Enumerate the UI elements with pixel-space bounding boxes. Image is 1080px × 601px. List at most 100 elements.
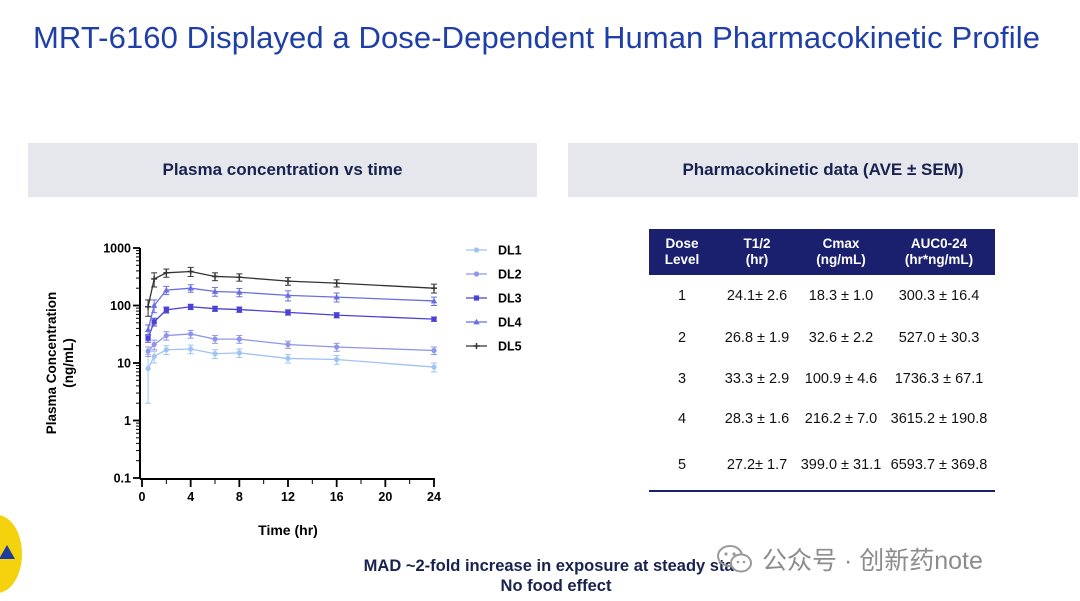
data-point bbox=[431, 364, 437, 370]
data-point bbox=[163, 269, 170, 276]
x-tick-label: 20 bbox=[378, 490, 392, 504]
data-point bbox=[145, 303, 152, 310]
legend-label: DL4 bbox=[498, 316, 522, 330]
data-point bbox=[145, 348, 151, 354]
y-tick-label: 0.1 bbox=[114, 472, 131, 486]
cell-dose: 5 bbox=[649, 439, 715, 492]
data-point bbox=[284, 292, 292, 298]
footnote-food-effect: No food effect bbox=[500, 577, 612, 595]
data-point bbox=[163, 286, 170, 293]
data-point bbox=[163, 332, 169, 339]
data-point bbox=[431, 285, 437, 292]
data-point bbox=[334, 356, 340, 363]
cell-dose: 1 bbox=[677, 288, 687, 304]
x-tick-label: 16 bbox=[330, 490, 344, 504]
cell-t-half: 26.8 ± 1.9 bbox=[724, 330, 790, 346]
cell-auc: 3615.2 ± 190.8 bbox=[890, 411, 988, 427]
header-cmax: Cmax (ng/mL) bbox=[799, 229, 883, 275]
data-point bbox=[333, 293, 340, 300]
pk-concentration-chart: 0.1 1 10 100 1000 0 4 8 12 16 20 24 Time (hr) Plasma … bbox=[44, 242, 522, 539]
table-row: 5 27.2± 1.7 399.0 ± 31.1 6593.7 ± 369.8 bbox=[649, 439, 995, 492]
data-point bbox=[285, 341, 291, 348]
data-point bbox=[236, 350, 242, 356]
data-point bbox=[151, 275, 158, 282]
watermark: 公众号 · 创新药note bbox=[716, 541, 983, 577]
cell-cmax: 32.6 ± 2.2 bbox=[808, 330, 874, 346]
cell-cmax: 399.0 ± 31.1 bbox=[799, 439, 883, 492]
x-tick-label: 0 bbox=[139, 490, 146, 504]
company-logo bbox=[0, 515, 22, 593]
data-point bbox=[334, 312, 340, 318]
table-header-row: Dose Level T1/2 (hr) Cmax (ng/mL) AUC0-24 (h… bbox=[649, 229, 995, 275]
x-tick-label: 24 bbox=[427, 490, 441, 504]
wechat-icon bbox=[717, 545, 752, 573]
data-point bbox=[212, 336, 218, 342]
cell-cmax: 18.3 ± 1.0 bbox=[808, 288, 874, 304]
cell-t-half: 33.3 ± 2.9 bbox=[724, 371, 790, 387]
data-point bbox=[188, 304, 194, 310]
data-point bbox=[212, 273, 218, 280]
y-tick-label: 1000 bbox=[103, 242, 131, 256]
legend-marker bbox=[473, 343, 480, 349]
cell-dose: 2 bbox=[677, 330, 687, 346]
table-row: 3 33.3 ± 2.9 100.9 ± 4.6 1736.3 ± 67.1 bbox=[649, 359, 995, 399]
y-axis-label-line1: Plasma Concentration bbox=[44, 292, 59, 435]
legend-label: DL5 bbox=[498, 340, 522, 354]
y-tick-label: 1 bbox=[124, 414, 131, 428]
legend-label: DL1 bbox=[498, 244, 522, 258]
y-axis-label-line2: (ng/mL) bbox=[61, 338, 76, 388]
cell-auc: 1736.3 ± 67.1 bbox=[894, 371, 984, 387]
cell-cmax: 216.2 ± 7.0 bbox=[804, 411, 878, 427]
data-point bbox=[431, 347, 437, 354]
legend-marker bbox=[473, 318, 480, 325]
data-point bbox=[285, 355, 291, 362]
data-point bbox=[188, 331, 194, 337]
table-row: 2 26.8 ± 1.9 32.6 ± 2.2 527.0 ± 30.3 bbox=[649, 317, 995, 359]
data-point bbox=[211, 288, 219, 294]
y-tick-label: 10 bbox=[117, 357, 131, 371]
legend-marker bbox=[473, 295, 480, 301]
footnote-exposure: MAD ~2-fold increase in exposure at stea… bbox=[363, 557, 749, 575]
legend-label: DL2 bbox=[498, 268, 522, 282]
data-point bbox=[333, 280, 340, 287]
cell-cmax: 100.9 ± 4.6 bbox=[804, 371, 878, 387]
x-tick-label: 4 bbox=[187, 490, 194, 504]
data-point bbox=[212, 351, 218, 357]
pk-data-table: Dose Level T1/2 (hr) Cmax (ng/mL) AUC0-24 (h… bbox=[649, 229, 995, 492]
x-tick-label: 12 bbox=[281, 490, 295, 504]
table-panel-header: Pharmacokinetic data (AVE ± SEM) bbox=[568, 143, 1078, 197]
data-point bbox=[285, 309, 291, 315]
data-point bbox=[236, 336, 242, 342]
data-point bbox=[431, 316, 437, 322]
chart-panel-header: Plasma concentration vs time bbox=[28, 143, 537, 197]
data-point bbox=[236, 274, 243, 281]
legend-marker bbox=[473, 247, 480, 253]
data-point bbox=[151, 341, 157, 348]
cell-t-half: 24.1± 2.6 bbox=[726, 288, 788, 304]
data-point bbox=[187, 284, 194, 291]
page-title: MRT-6160 Displayed a Dose-Dependent Huma… bbox=[33, 20, 1041, 55]
table-row: 4 28.3 ± 1.6 216.2 ± 7.0 3615.2 ± 190.8 bbox=[649, 399, 995, 439]
data-point bbox=[163, 307, 169, 313]
data-point bbox=[236, 288, 243, 295]
legend-label: DL3 bbox=[498, 292, 522, 306]
data-point bbox=[150, 302, 158, 308]
cell-t-half: 28.3 ± 1.6 bbox=[724, 411, 790, 427]
x-tick-label: 8 bbox=[236, 490, 243, 504]
data-point bbox=[334, 344, 340, 350]
y-axis-label: Plasma Concentration (ng/mL) bbox=[44, 292, 76, 435]
y-tick-label: 100 bbox=[110, 299, 131, 313]
header-auc: AUC0-24 (hr*ng/mL) bbox=[883, 229, 995, 275]
data-point bbox=[163, 347, 169, 353]
data-point bbox=[151, 353, 157, 360]
watermark-text: 公众号 · 创新药note bbox=[762, 547, 983, 575]
data-point bbox=[188, 346, 194, 352]
legend-marker bbox=[473, 271, 480, 277]
data-point bbox=[285, 278, 291, 285]
x-axis-label: Time (hr) bbox=[258, 522, 318, 538]
data-point bbox=[430, 297, 438, 304]
header-t-half: T1/2 (hr) bbox=[715, 229, 799, 275]
cell-auc: 300.3 ± 16.4 bbox=[898, 288, 980, 304]
data-point bbox=[212, 306, 218, 312]
data-point bbox=[187, 268, 194, 275]
